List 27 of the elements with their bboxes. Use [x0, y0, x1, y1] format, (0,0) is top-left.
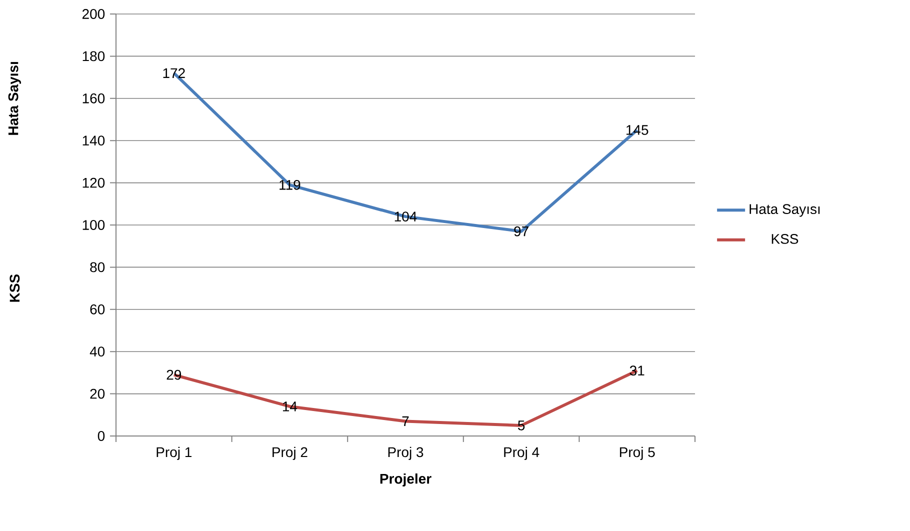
y-tick-label: 180 — [82, 51, 105, 62]
x-tick-label: Proj 5 — [620, 446, 655, 460]
y-tick-label: 60 — [90, 304, 105, 314]
x-axis-title: Projeler — [380, 473, 432, 486]
x-tick-label: Proj 2 — [272, 446, 308, 460]
data-label: 145 — [626, 125, 648, 135]
y-tick-label: 200 — [82, 9, 105, 19]
y-axis-title: Hata Sayısı — [8, 62, 22, 135]
legend-label: Hata Sayısı — [750, 204, 820, 217]
y-tick-label: 140 — [82, 136, 105, 146]
data-label: 172 — [163, 68, 185, 78]
legend-label: KSS — [772, 234, 798, 244]
x-tick-label: Proj 1 — [156, 446, 192, 460]
y-tick-label: 80 — [90, 262, 105, 272]
data-label: 31 — [630, 366, 644, 376]
y-tick-label: 120 — [82, 178, 105, 188]
y-tick-label: 0 — [98, 431, 105, 441]
y-tick-label: 20 — [90, 388, 105, 399]
y-tick-label: 40 — [90, 346, 105, 357]
data-label: 104 — [394, 212, 417, 222]
x-tick-label: Proj 4 — [504, 446, 540, 460]
text: KSS — [10, 274, 20, 302]
data-label: 119 — [280, 180, 300, 190]
y-tick-label: 160 — [82, 93, 105, 104]
data-label: 29 — [166, 370, 182, 380]
y-tick-label: 100 — [82, 220, 105, 230]
x-tick-label: Proj 3 — [388, 446, 424, 460]
